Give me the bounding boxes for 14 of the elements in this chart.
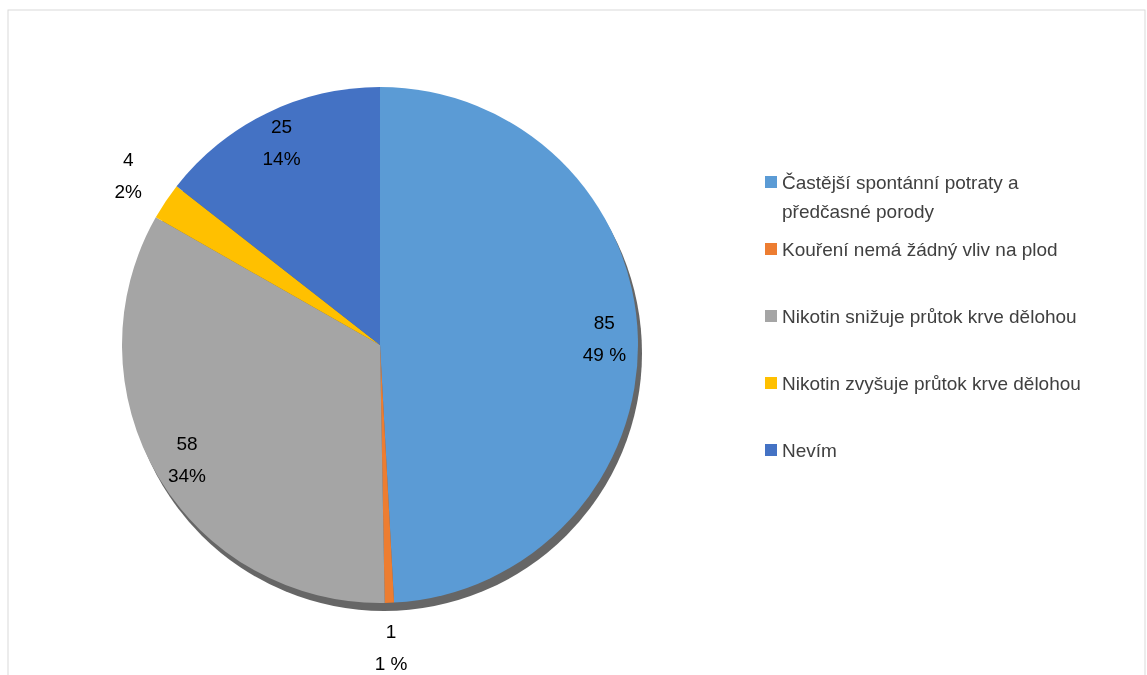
legend-label: Častější spontánní potraty a předčasné porody: [782, 172, 1020, 222]
pie-slice: [155, 186, 380, 345]
legend-label: Nikotin snižuje průtok krve dělohou: [782, 306, 1077, 327]
data-label: 58 34%: [167, 432, 207, 486]
legend-label: Nikotin zvyšuje průtok krve dělohou: [782, 373, 1081, 394]
pie-slice: [176, 87, 380, 345]
pie-slice: [380, 87, 638, 603]
data-label: 25 14%: [262, 116, 301, 170]
data-label: 85 49 %: [582, 311, 627, 365]
legend-label: Kouření nemá žádný vliv na plod: [782, 239, 1058, 260]
legend-label: Nevím: [782, 440, 837, 461]
data-label: 1 1 %: [374, 620, 408, 674]
pie-slice: [122, 217, 385, 603]
data-label: 4 2%: [114, 149, 143, 203]
